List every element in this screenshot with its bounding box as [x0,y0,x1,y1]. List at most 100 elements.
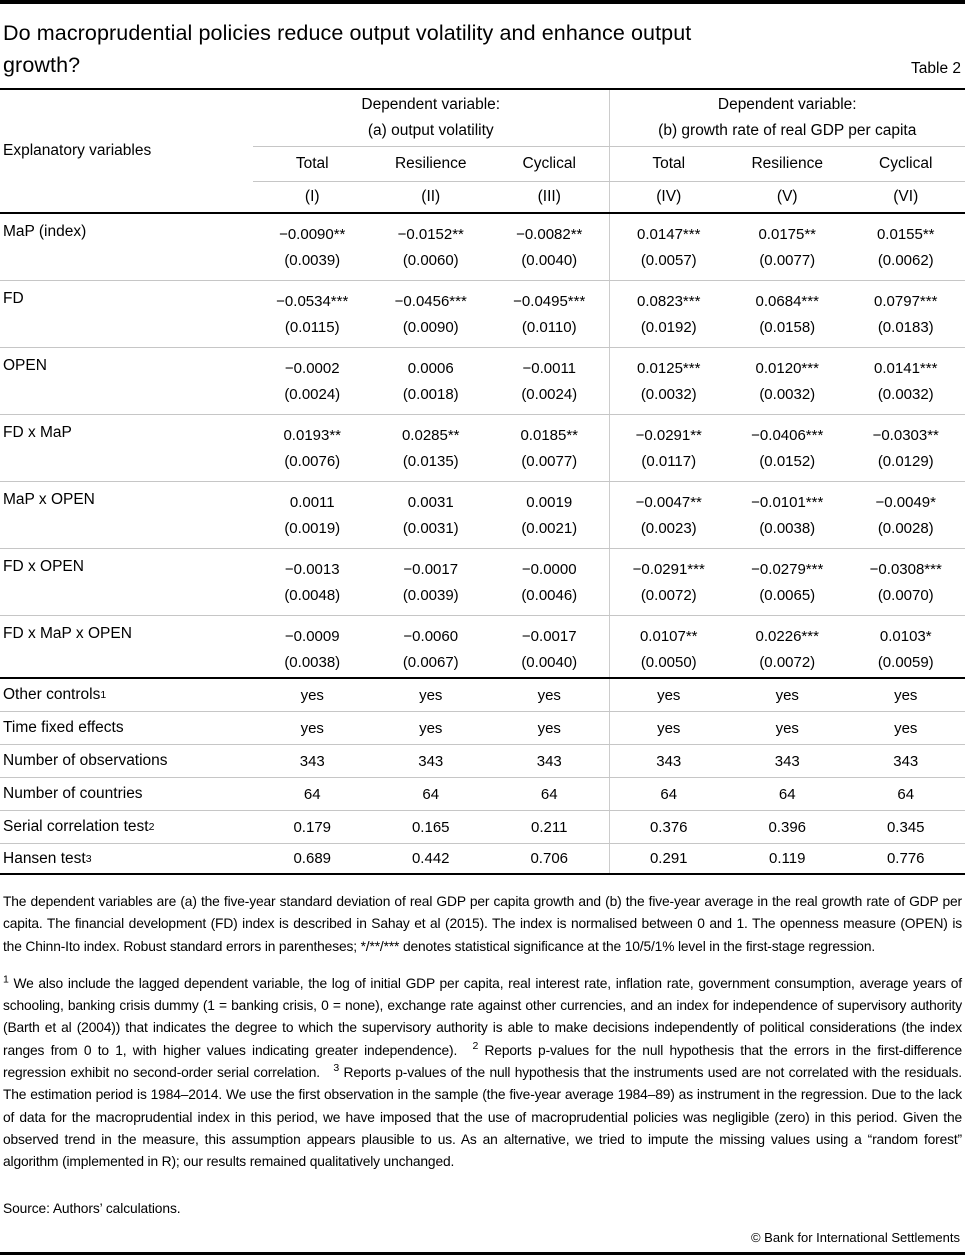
standard-error: (0.0067) [402,654,459,671]
coefficient-value: 0.0684*** [755,293,819,310]
table-row: Serial correlation test 2 0.179 0.165 0.211 0… [0,811,965,844]
table-row: Number of observations 343 343 343 343 343 343 [0,745,965,778]
column-subheader: Total [295,155,329,172]
table-header-right: Dependent variable: (a) output volatilit… [253,90,965,212]
value-cell: yes [775,719,799,737]
standard-error: (0.0024) [521,386,578,403]
value-cell: −0.0101*** (0.0038) [728,482,847,548]
value-cell: −0.0406*** (0.0152) [728,415,847,481]
value-cell: −0.0152** (0.0060) [372,214,491,280]
table-row: FD x OPEN −0.0013 (0.0048) −0.0017 (0.0039) −… [0,549,965,616]
value-cell: −0.0060 (0.0067) [372,616,491,677]
value-cell: 343 [893,752,919,770]
standard-error: (0.0192) [640,319,697,336]
standard-error: (0.0115) [284,319,340,336]
group-output-volatility: Dependent variable: (a) output volatilit… [253,90,609,146]
column-subheader: Cyclical [879,155,933,172]
standard-error: (0.0057) [640,252,697,269]
footnote-marker: 3 [333,1062,340,1075]
coefficient-value: −0.0049* [875,494,936,511]
value-cell: 0.0226*** (0.0072) [728,616,847,677]
value-cell: 343 [774,752,800,770]
value-cell: 64 [303,785,321,803]
value-cell: −0.0291*** (0.0072) [608,549,729,615]
coefficient-value: 0.0006 [407,360,454,377]
value-cell: 0.376 [608,811,729,843]
title-row: Do macroprudential policies reduce outpu… [0,4,965,81]
value-cell: yes [300,686,324,704]
regression-table: Explanatory variables Dependent variable… [0,88,965,875]
value-cell: yes [537,686,561,704]
value-cell: 0.0797*** (0.0183) [847,281,965,347]
value-cell: −0.0308*** (0.0070) [847,549,965,615]
row-label: OPEN [3,357,47,374]
coefficient-value: 0.0031 [407,494,454,511]
value-cell: 0.396 [768,818,807,836]
standard-error: (0.0070) [877,587,934,604]
value-cell: 0.0103* (0.0059) [847,616,965,677]
group-b-line2: (b) growth rate of real GDP per capita [658,122,917,139]
row-label: Serial correlation test 2 [3,818,155,835]
value-cell: yes [894,719,918,737]
coefficient-value: −0.0495*** [513,293,586,310]
coefficient-value: −0.0002 [284,360,340,377]
coefficient-value: −0.0152** [397,226,464,243]
coefficient-value: 0.0141*** [874,360,938,377]
footnotes-paragraph: 1 We also include the lagged dependent v… [3,973,962,1170]
value-cell: −0.0017 (0.0040) [490,616,609,677]
column-number: (I) [304,188,320,205]
table-row: MaP x OPEN 0.0011 (0.0019) 0.0031 (0.0031) 0.… [0,482,965,549]
coefficient-value: −0.0291** [635,427,702,444]
value-cell: −0.0291** (0.0117) [608,415,729,481]
value-cell: 64 [608,778,729,810]
value-cell: 64 [422,785,440,803]
coefficient-value: 0.0185** [520,427,579,444]
table-row: FD x MaP 0.0193** (0.0076) 0.0285** (0.0135)… [0,415,965,482]
coefficient-value: −0.0011 [522,360,577,377]
coefficient-value: −0.0534*** [276,293,349,310]
group-a-line2: (a) output volatility [367,122,494,139]
standard-error: (0.0072) [640,587,697,604]
column-number: (III) [537,188,561,205]
value-cell: 0.776 [886,850,925,867]
value-cell: 0.0684*** (0.0158) [728,281,847,347]
coefficient-value: 0.0011 [289,494,335,511]
standard-error: (0.0117) [641,453,697,470]
value-cell: 64 [540,785,558,803]
value-cell: 0.0147*** (0.0057) [608,214,729,280]
standard-error: (0.0065) [759,587,816,604]
coefficient-value: 0.0797*** [874,293,938,310]
coefficient-value: −0.0291*** [632,561,705,578]
coefficient-value: 0.0120*** [755,360,819,377]
value-cell: −0.0049* (0.0028) [847,482,965,548]
coefficient-value: 0.0147*** [637,226,701,243]
coefficient-value: 0.0019 [526,494,573,511]
coefficient-value: 0.0103* [879,628,932,645]
standard-error: (0.0077) [521,453,578,470]
value-cell: 0.0175** (0.0077) [728,214,847,280]
page-title: Do macroprudential policies reduce outpu… [3,17,691,81]
coefficient-value: 0.0823*** [637,293,701,310]
coefficient-value: 0.0125*** [637,360,701,377]
standard-error: (0.0040) [521,252,578,269]
value-cell: yes [419,686,443,704]
coefficient-value: −0.0013 [284,561,340,578]
row-label: FD [3,290,24,307]
coefficient-value: 0.0175** [758,226,817,243]
standard-error: (0.0038) [284,654,341,671]
table-header: Explanatory variables Dependent variable… [0,88,965,214]
standard-error: (0.0077) [759,252,816,269]
top-border-bar [0,0,965,4]
standard-error: (0.0059) [877,654,934,671]
value-cell: −0.0082** (0.0040) [490,214,609,280]
coefficient-value: 0.0285** [401,427,460,444]
standard-error: (0.0076) [284,453,341,470]
value-cell: 0.0185** (0.0077) [490,415,609,481]
value-cell: 0.0155** (0.0062) [847,214,965,280]
standard-error: (0.0060) [402,252,459,269]
coefficient-value: −0.0090** [279,226,346,243]
standard-error: (0.0021) [521,520,578,537]
value-cell: 0.0823*** (0.0192) [608,281,729,347]
coefficient-value: −0.0406*** [751,427,824,444]
row-header-label: Explanatory variables [3,142,152,159]
